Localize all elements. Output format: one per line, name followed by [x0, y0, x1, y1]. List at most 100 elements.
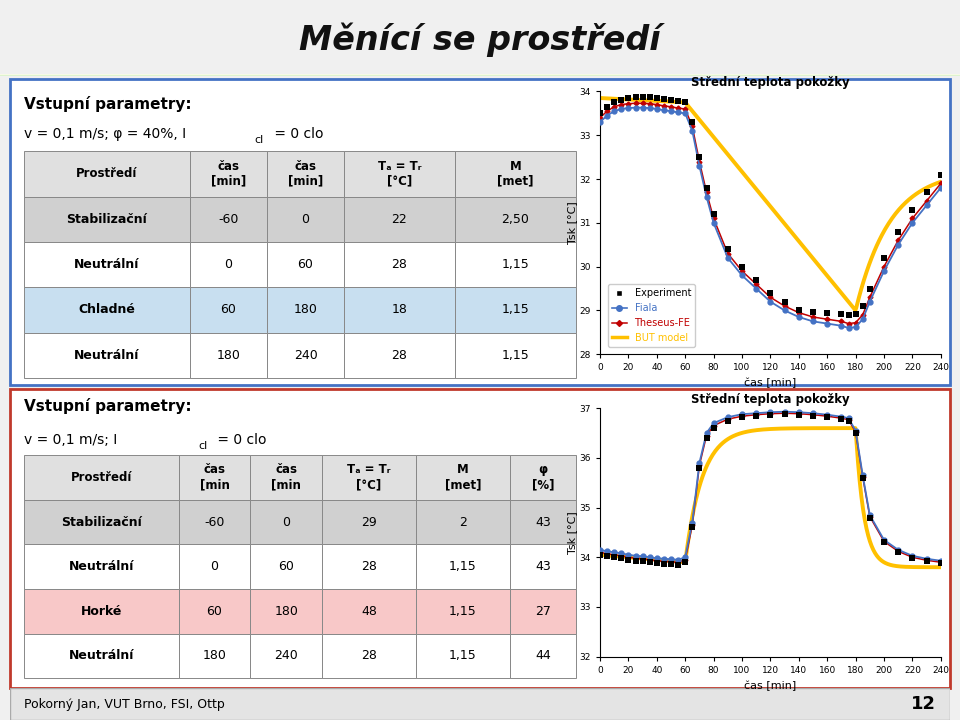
Bar: [251, 455, 323, 500]
Bar: [0, 75, 960, 76]
Bar: [251, 544, 323, 589]
Bar: [267, 287, 345, 333]
Text: 2,50: 2,50: [501, 212, 529, 226]
Text: čas
[min: čas [min: [272, 464, 301, 491]
Text: Tₐ = Tᵣ
[°C]: Tₐ = Tᵣ [°C]: [348, 464, 391, 491]
Bar: [0, 75, 960, 76]
Bar: [0, 75, 960, 76]
Bar: [0, 74, 960, 75]
Bar: [323, 589, 416, 634]
Bar: [0, 74, 960, 75]
Bar: [510, 455, 576, 500]
Text: 22: 22: [392, 212, 407, 226]
Bar: [345, 242, 455, 287]
Bar: [251, 589, 323, 634]
Text: Měnící se prostředí: Měnící se prostředí: [300, 22, 660, 57]
Bar: [345, 287, 455, 333]
Bar: [0, 74, 960, 76]
Bar: [0, 75, 960, 76]
Text: Pokorný Jan, VUT Brno, FSI, Ottp: Pokorný Jan, VUT Brno, FSI, Ottp: [24, 698, 225, 711]
Bar: [0, 75, 960, 76]
Bar: [179, 634, 251, 678]
Text: 60: 60: [278, 560, 294, 573]
Bar: [455, 197, 576, 242]
Bar: [416, 500, 510, 544]
Text: 28: 28: [392, 258, 407, 271]
Bar: [0, 74, 960, 75]
Bar: [0, 74, 960, 75]
Bar: [0, 75, 960, 76]
Text: 2: 2: [459, 516, 467, 528]
Bar: [416, 455, 510, 500]
Text: 180: 180: [216, 348, 240, 362]
Bar: [0, 74, 960, 75]
Bar: [0, 75, 960, 76]
Text: 29: 29: [361, 516, 377, 528]
X-axis label: čas [min]: čas [min]: [744, 680, 797, 690]
Bar: [189, 287, 267, 333]
Bar: [0, 75, 960, 76]
Bar: [0, 74, 960, 75]
Y-axis label: Tsk [°C]: Tsk [°C]: [566, 202, 577, 244]
Text: 0: 0: [282, 516, 290, 528]
Bar: [416, 589, 510, 634]
Bar: [0, 74, 960, 76]
Text: 0: 0: [225, 258, 232, 271]
Bar: [0, 75, 960, 76]
Bar: [0, 75, 960, 76]
Text: Stabilizační: Stabilizační: [60, 516, 142, 528]
Bar: [267, 151, 345, 197]
Bar: [0, 75, 960, 76]
Bar: [0, 74, 960, 75]
Bar: [0, 74, 960, 75]
Bar: [0, 74, 960, 75]
Bar: [455, 242, 576, 287]
Text: 180: 180: [203, 649, 227, 662]
Bar: [189, 333, 267, 378]
Bar: [0, 74, 960, 75]
Title: Střední teplota pokožky: Střední teplota pokožky: [691, 76, 850, 89]
Bar: [24, 242, 189, 287]
Bar: [179, 500, 251, 544]
Text: Horké: Horké: [81, 605, 122, 618]
Bar: [0, 74, 960, 75]
X-axis label: čas [min]: čas [min]: [744, 378, 797, 388]
Bar: [510, 544, 576, 589]
Text: Stabilizační: Stabilizační: [66, 212, 147, 226]
Legend: Experiment, Fiala, Theseus-FE, BUT model: Experiment, Fiala, Theseus-FE, BUT model: [609, 284, 695, 347]
Text: = 0 clo: = 0 clo: [213, 433, 267, 447]
Bar: [0, 74, 960, 75]
Text: 240: 240: [275, 649, 298, 662]
Y-axis label: Tsk [°C]: Tsk [°C]: [566, 511, 577, 554]
Bar: [0, 74, 960, 75]
Text: 60: 60: [220, 303, 236, 317]
Bar: [0, 74, 960, 75]
Text: 28: 28: [361, 560, 377, 573]
Text: cl: cl: [254, 135, 264, 145]
Bar: [0, 74, 960, 75]
Text: Tₐ = Tᵣ
[°C]: Tₐ = Tᵣ [°C]: [377, 160, 421, 188]
Bar: [267, 242, 345, 287]
Bar: [0, 75, 960, 76]
Text: Neutrální: Neutrální: [68, 560, 134, 573]
Text: Neutrální: Neutrální: [74, 258, 139, 271]
Bar: [0, 74, 960, 75]
Text: Vstupní parametry:: Vstupní parametry:: [24, 398, 192, 414]
Bar: [0, 74, 960, 75]
Bar: [0, 74, 960, 75]
Text: 60: 60: [298, 258, 314, 271]
Bar: [0, 75, 960, 76]
Bar: [251, 634, 323, 678]
Text: 240: 240: [294, 348, 318, 362]
Bar: [0, 74, 960, 75]
Text: 0: 0: [301, 212, 309, 226]
Bar: [0, 75, 960, 76]
Bar: [189, 151, 267, 197]
Bar: [455, 287, 576, 333]
Bar: [0, 74, 960, 75]
Bar: [24, 634, 179, 678]
Bar: [0, 75, 960, 76]
Bar: [0, 75, 960, 76]
Bar: [189, 197, 267, 242]
Text: 28: 28: [392, 348, 407, 362]
